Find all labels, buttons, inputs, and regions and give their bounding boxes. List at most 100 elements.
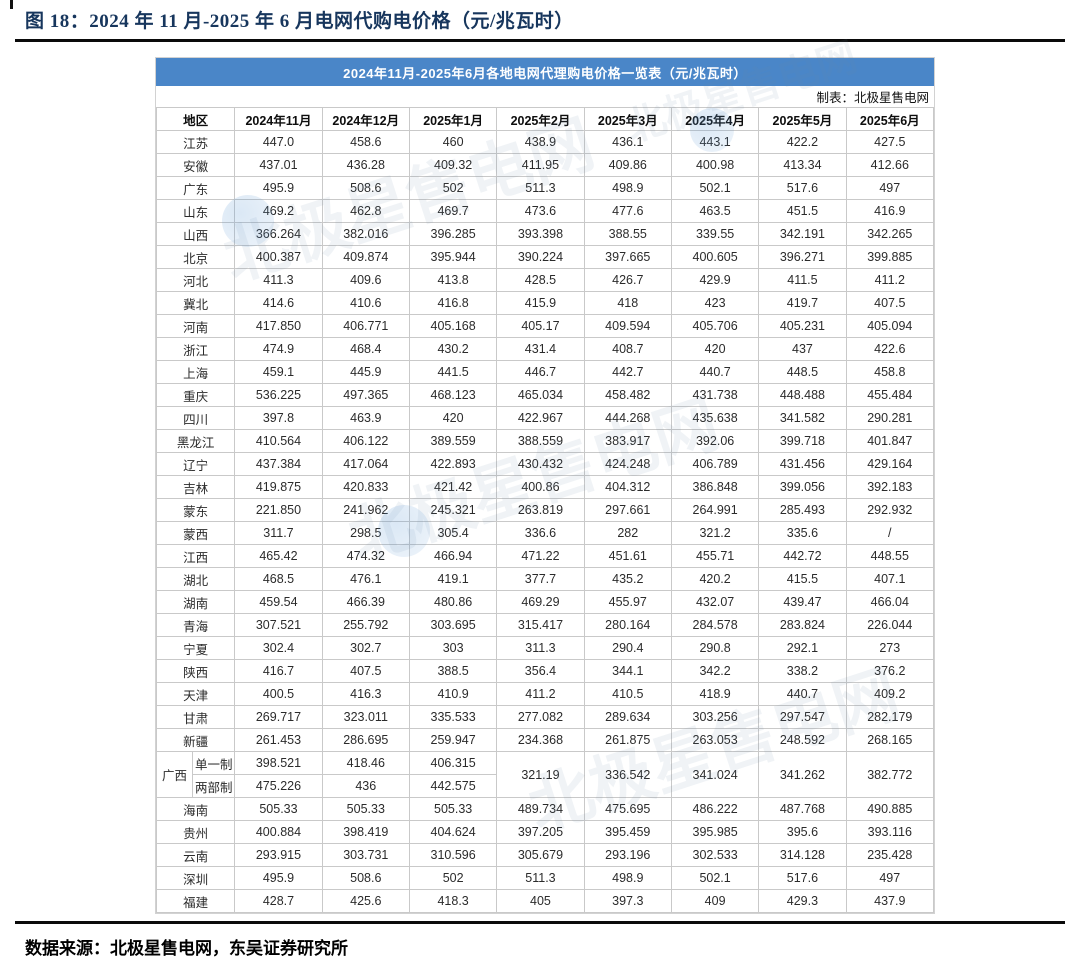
price-cell: 264.991	[670, 498, 760, 522]
price-cell: 437.384	[234, 452, 323, 476]
tariff-type-cell: 单一制	[192, 751, 236, 775]
price-cell: 426.7	[583, 268, 672, 292]
price-cell: 417.064	[321, 452, 410, 476]
page-corner-mark	[10, 0, 13, 9]
table-row: 天津 400.5 416.3 410.9 411.2 410.5 418.9 440.7 409…	[155, 682, 935, 706]
region-cell: 深圳	[155, 866, 236, 890]
region-cell: 山西	[155, 222, 236, 246]
price-cell: /	[845, 521, 935, 545]
price-cell: 455.71	[670, 544, 760, 568]
price-cell: 413.8	[408, 268, 498, 292]
price-cell: 284.578	[670, 613, 760, 637]
price-cell: 415.5	[758, 567, 847, 591]
price-cell: 455.97	[583, 590, 672, 614]
price-cell: 418.46	[321, 751, 410, 775]
region-cell: 云南	[155, 843, 236, 867]
price-cell: 418	[583, 291, 672, 315]
price-cell: 448.55	[845, 544, 935, 568]
table-row: 海南 505.33 505.33 505.33 489.734 475.695 486.22…	[155, 797, 935, 821]
table-row: 黑龙江 410.564 406.122 389.559 388.559 383.917 39…	[155, 429, 935, 453]
table-row: 贵州 400.884 398.419 404.624 397.205 395.459 395…	[155, 820, 935, 844]
price-cell: 342.2	[670, 659, 760, 683]
price-cell: 418.9	[670, 682, 760, 706]
price-cell: 451.61	[583, 544, 672, 568]
price-cell: 441.5	[408, 360, 498, 384]
price-cell: 469.7	[408, 199, 498, 223]
region-cell: 黑龙江	[155, 429, 236, 453]
price-cell: 502	[408, 176, 498, 200]
region-cell: 宁夏	[155, 636, 236, 660]
region-cell: 福建	[155, 889, 236, 913]
price-cell: 407.5	[321, 659, 410, 683]
price-cell: 392.183	[845, 475, 935, 499]
price-cell: 502.1	[670, 176, 760, 200]
price-cell: 490.885	[845, 797, 935, 821]
price-cell: 273	[845, 636, 935, 660]
price-cell: 435.2	[583, 567, 672, 591]
price-cell: 409.6	[321, 268, 410, 292]
price-cell: 436	[321, 774, 410, 798]
price-cell: 376.2	[845, 659, 935, 683]
price-cell: 302.533	[670, 843, 760, 867]
table-row: 湖北 468.5 476.1 419.1 377.7 435.2 420.2 415.5 407…	[155, 567, 935, 591]
price-cell: 307.521	[234, 613, 323, 637]
price-cell: 465.42	[234, 544, 323, 568]
region-cell: 四川	[155, 406, 236, 430]
price-cell: 502	[408, 866, 498, 890]
price-cell: 397.205	[496, 820, 585, 844]
price-cell: 406.771	[321, 314, 410, 338]
price-cell: 302.7	[321, 636, 410, 660]
price-cell: 255.792	[321, 613, 410, 637]
price-cell: 342.191	[758, 222, 847, 246]
region-cell: 青海	[155, 613, 236, 637]
table-row: 湖南 459.54 466.39 480.86 469.29 455.97 432.07 43…	[155, 590, 935, 614]
price-cell: 429.3	[758, 889, 847, 913]
column-header-month: 2025年3月	[583, 107, 672, 131]
price-cell: 395.944	[408, 245, 498, 269]
table-row: 广西 单一制 398.521 418.46 406.315 321.19 336.542 34…	[155, 751, 935, 798]
region-cell: 新疆	[155, 728, 236, 752]
price-cell: 468.123	[408, 383, 498, 407]
region-cell: 甘肃	[155, 705, 236, 729]
price-cell: 407.1	[845, 567, 935, 591]
price-cell: 497.365	[321, 383, 410, 407]
price-cell: 303.731	[321, 843, 410, 867]
source-note: 数据来源：北极星售电网，东吴证券研究所	[25, 939, 348, 958]
price-cell: 290.4	[583, 636, 672, 660]
price-cell: 293.196	[583, 843, 672, 867]
table-row: 河北 411.3 409.6 413.8 428.5 426.7 429.9 411.5 411…	[155, 268, 935, 292]
region-cell: 蒙西	[155, 521, 236, 545]
price-cell: 511.3	[496, 176, 585, 200]
price-cell: 298.5	[321, 521, 410, 545]
price-cell: 474.32	[321, 544, 410, 568]
price-cell: 341.262	[758, 751, 847, 798]
price-cell: 471.22	[496, 544, 585, 568]
price-cell: 336.542	[583, 751, 672, 798]
price-cell: 395.985	[670, 820, 760, 844]
price-cell: 465.034	[496, 383, 585, 407]
price-cell: 463.9	[321, 406, 410, 430]
price-cell: 455.484	[845, 383, 935, 407]
price-cell: 431.456	[758, 452, 847, 476]
price-cell: 315.417	[496, 613, 585, 637]
price-cell: 303.695	[408, 613, 498, 637]
price-cell: 418.3	[408, 889, 498, 913]
price-cell: 430.2	[408, 337, 498, 361]
table-row: 甘肃 269.717 323.011 335.533 277.082 289.634 303…	[155, 705, 935, 729]
price-cell: 389.559	[408, 429, 498, 453]
price-cell: 344.1	[583, 659, 672, 683]
price-cell: 536.225	[234, 383, 323, 407]
price-cell: 460	[408, 130, 498, 154]
table-row: 安徽 437.01 436.28 409.32 411.95 409.86 400.98 41…	[155, 153, 935, 177]
region-cell: 辽宁	[155, 452, 236, 476]
price-cell: 468.4	[321, 337, 410, 361]
price-cell: 437.01	[234, 153, 323, 177]
price-cell: 398.521	[234, 751, 323, 775]
table-row: 蒙东 221.850 241.962 245.321 263.819 297.661 264…	[155, 498, 935, 522]
price-cell: 286.695	[321, 728, 410, 752]
price-cell: 422.6	[845, 337, 935, 361]
price-cell: 280.164	[583, 613, 672, 637]
price-cell: 480.86	[408, 590, 498, 614]
price-cell: 401.847	[845, 429, 935, 453]
price-cell: 413.34	[758, 153, 847, 177]
